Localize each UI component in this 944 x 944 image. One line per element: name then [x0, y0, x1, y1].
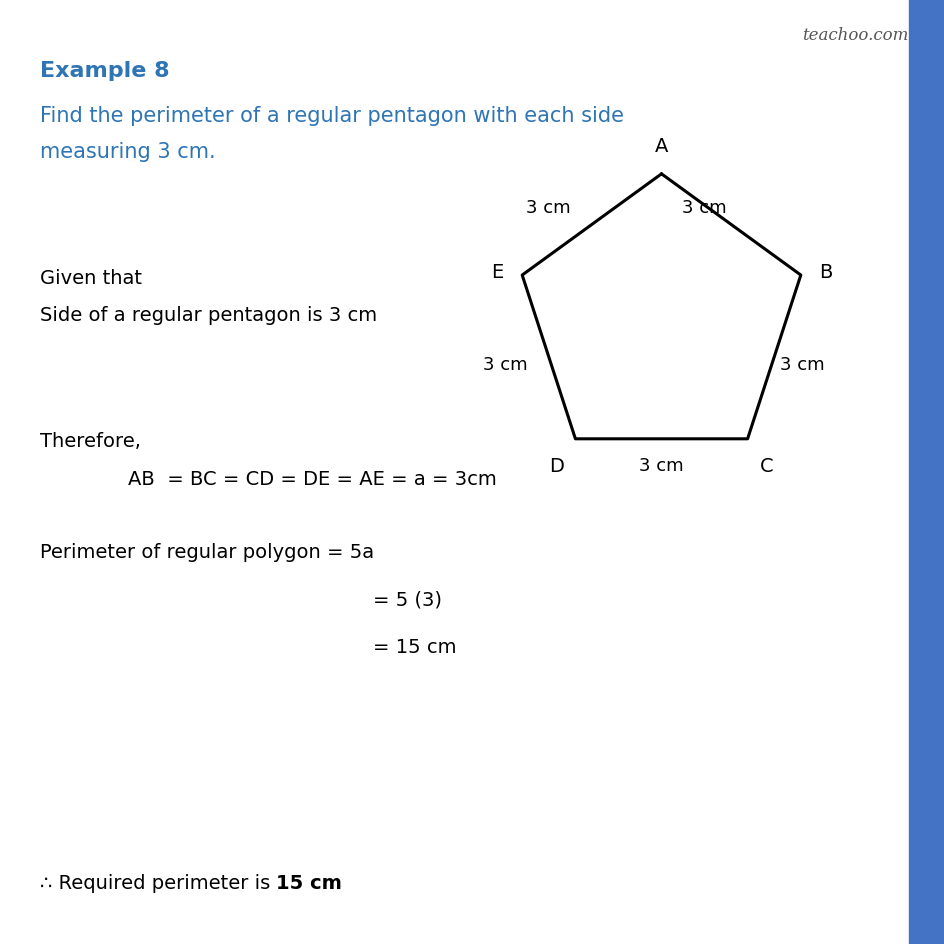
Text: = 15 cm: = 15 cm: [373, 637, 456, 656]
Text: ∴ Required perimeter is: ∴ Required perimeter is: [40, 873, 276, 892]
Text: Side of a regular pentagon is 3 cm: Side of a regular pentagon is 3 cm: [40, 306, 377, 325]
Text: Perimeter of regular polygon = 5a: Perimeter of regular polygon = 5a: [40, 543, 374, 562]
Text: B: B: [818, 262, 831, 281]
Text: C: C: [759, 456, 772, 475]
Text: 3 cm: 3 cm: [682, 199, 726, 217]
Text: AB  = BC = CD = DE = AE = a = 3cm: AB = BC = CD = DE = AE = a = 3cm: [127, 469, 496, 488]
Text: 3 cm: 3 cm: [638, 457, 683, 475]
Text: Given that: Given that: [40, 269, 142, 288]
Text: E: E: [491, 262, 503, 281]
Text: 3 cm: 3 cm: [780, 356, 824, 374]
Text: 15 cm: 15 cm: [276, 873, 342, 892]
Text: A: A: [654, 137, 667, 156]
Text: Therefore,: Therefore,: [40, 431, 141, 450]
Text: Find the perimeter of a regular pentagon with each side: Find the perimeter of a regular pentagon…: [40, 106, 623, 126]
Text: measuring 3 cm.: measuring 3 cm.: [40, 142, 215, 161]
Text: 3 cm: 3 cm: [526, 199, 570, 217]
Text: Example 8: Example 8: [40, 61, 169, 81]
Text: = 5 (3): = 5 (3): [373, 590, 442, 609]
Text: teachoo.com: teachoo.com: [801, 27, 907, 44]
Bar: [908, 0, 944, 944]
Text: 3 cm: 3 cm: [482, 356, 527, 374]
Text: D: D: [548, 456, 564, 475]
